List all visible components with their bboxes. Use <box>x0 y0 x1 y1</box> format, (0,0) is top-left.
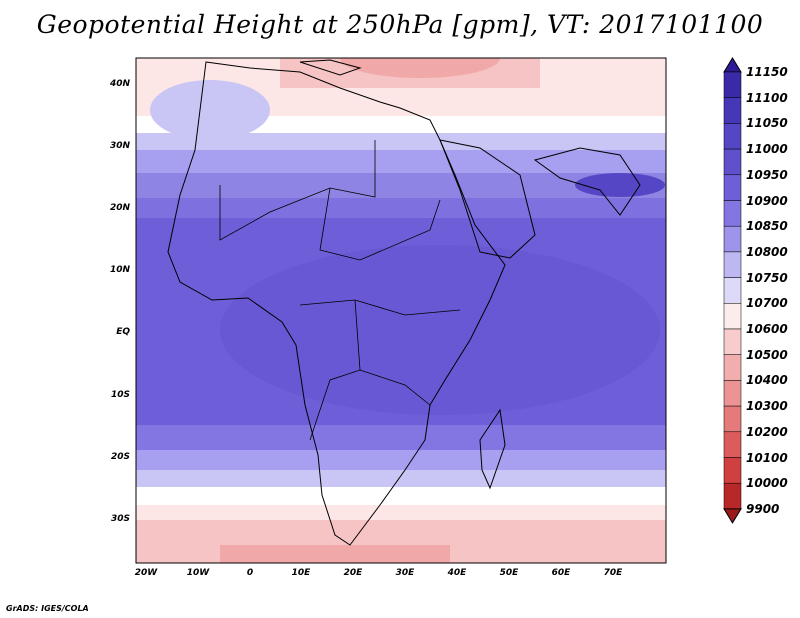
colorbar-swatch <box>723 97 742 124</box>
colorbar-level-label: 10500 <box>746 347 788 362</box>
colorbar-swatch <box>723 405 742 433</box>
colorbar-level-label: 11150 <box>746 65 788 79</box>
colorbar-level-label: 11000 <box>746 142 788 157</box>
colorbar-level-label: 10800 <box>746 244 788 259</box>
colorbar-level-label: 10000 <box>746 476 788 491</box>
lon-tick-label: 60E <box>551 568 571 578</box>
lon-tick-label: 20E <box>343 568 363 578</box>
colorbar-level-label: 9900 <box>746 501 780 516</box>
colorbar-top-arrow <box>723 57 742 73</box>
map-title: Geopotential Height at 250hPa [gpm], VT:… <box>36 10 764 39</box>
lon-tick-label: 0 <box>246 568 254 578</box>
colorbar-swatch <box>723 225 742 253</box>
lat-tick-label: 20S <box>110 452 130 462</box>
colorbar-swatch <box>723 277 742 304</box>
lat-tick-label: 30S <box>110 514 130 524</box>
colorbar-swatch <box>723 71 742 98</box>
colorbar-level-label: 10950 <box>746 167 788 182</box>
colorbar-level-label: 11100 <box>746 90 788 105</box>
colorbar-level-label: 10400 <box>746 373 788 388</box>
colorbar-level-label: 10100 <box>746 450 788 465</box>
credit-text: GrADS: IGES/COLA <box>6 604 89 613</box>
lat-tick-label: 10N <box>109 265 130 275</box>
colorbar-level-label: 10200 <box>746 424 788 439</box>
colorbar-swatch <box>723 457 742 484</box>
lon-tick-label: 70E <box>603 568 623 578</box>
borders <box>219 140 461 441</box>
map-frame <box>135 57 667 564</box>
lat-tick-label: 20N <box>109 203 130 213</box>
lon-tick-label: 30E <box>395 568 415 578</box>
colorbar-swatch <box>723 482 742 510</box>
lat-tick-label: 10S <box>110 390 130 400</box>
lon-tick-label: 10E <box>291 568 311 578</box>
lon-tick-label: 20W <box>134 568 158 578</box>
colorbar-level-label: 11050 <box>746 116 788 131</box>
colorbar-swatch <box>723 251 742 278</box>
lat-tick-label: 40N <box>109 79 130 89</box>
colorbar-swatch <box>723 431 742 458</box>
lon-tick-label: 50E <box>499 568 519 578</box>
lat-tick-label: EQ <box>116 327 130 337</box>
colorbar-swatch <box>723 328 742 355</box>
colorbar-swatch <box>723 123 742 150</box>
colorbar-level-label: 10850 <box>746 219 788 234</box>
colorbar-level-label: 10600 <box>746 322 788 336</box>
colorbar-swatch <box>723 174 742 201</box>
colorbar-swatch <box>723 354 742 381</box>
lon-tick-label: 40E <box>447 568 467 578</box>
colorbar-swatch <box>723 148 742 176</box>
height-field <box>136 58 666 563</box>
colorbar-level-label: 10700 <box>746 296 788 311</box>
lon-tick-label: 10W <box>186 568 210 578</box>
colorbar-swatch <box>723 303 742 330</box>
colorbar-swatch <box>723 200 742 227</box>
colorbar-level-label: 10750 <box>746 270 788 285</box>
coastlines <box>167 59 641 546</box>
colorbar-level-label: 10900 <box>746 193 788 208</box>
colorbar-swatch <box>723 380 742 407</box>
colorbar-bottom-arrow <box>723 508 742 524</box>
colorbar-level-label: 10300 <box>746 399 788 414</box>
lat-tick-label: 30N <box>109 141 130 151</box>
colorbar <box>723 57 742 524</box>
